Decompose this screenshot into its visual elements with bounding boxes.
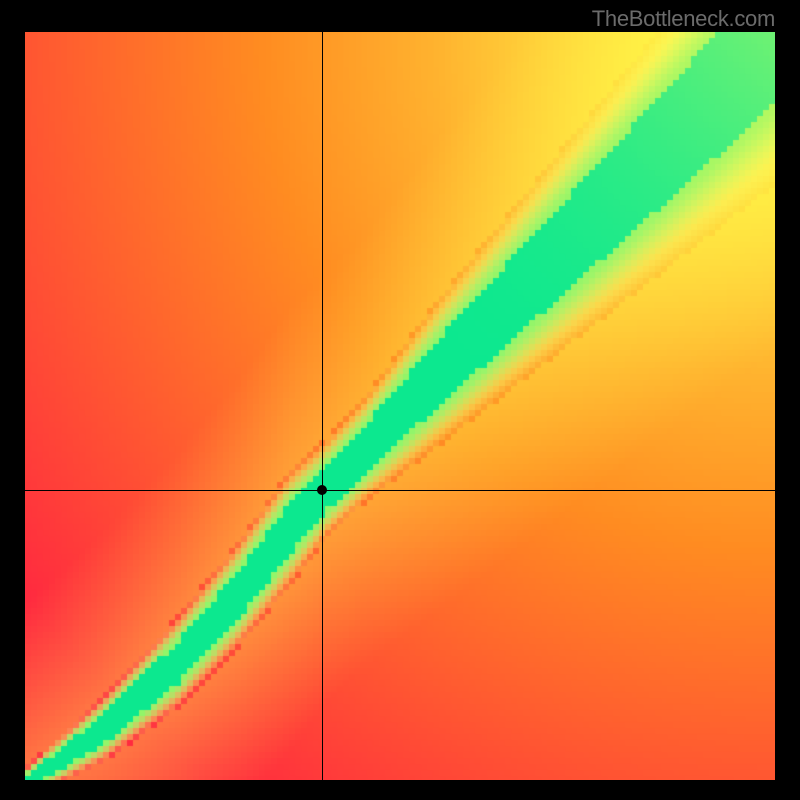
chart-area	[25, 32, 775, 780]
chart-container: TheBottleneck.com	[0, 0, 800, 800]
watermark-text: TheBottleneck.com	[592, 6, 775, 32]
bottleneck-marker	[317, 485, 327, 495]
crosshair-horizontal	[25, 490, 775, 491]
crosshair-vertical	[322, 32, 323, 780]
heatmap-canvas	[25, 32, 775, 780]
